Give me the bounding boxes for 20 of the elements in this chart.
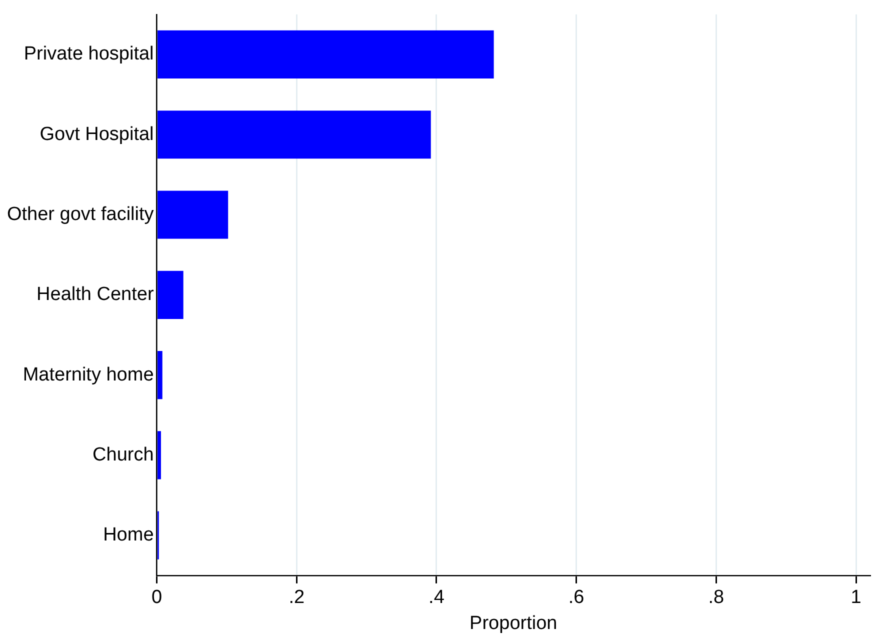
y-tick-label: Home — [103, 524, 154, 546]
bar — [158, 270, 184, 319]
y-tick-label: Private hospital — [24, 44, 154, 65]
bar — [158, 431, 161, 480]
x-axis-title: Proportion — [470, 612, 558, 634]
y-tick-label: Maternity home — [22, 364, 154, 386]
y-tick-label: Govt Hospital — [40, 124, 154, 145]
bar — [158, 190, 228, 239]
bar — [158, 110, 431, 159]
y-tick-label: Health Center — [36, 284, 154, 306]
x-tick-label: 1 — [850, 587, 862, 608]
x-tick-label: .8 — [708, 587, 724, 608]
bar — [158, 351, 162, 400]
x-tick-label: .4 — [428, 587, 445, 608]
x-tick-label: .2 — [288, 587, 305, 608]
y-tick-label: Church — [92, 444, 154, 466]
x-tick-label: .6 — [568, 587, 584, 608]
bar — [158, 30, 494, 79]
x-tick-label: 0 — [151, 587, 162, 608]
y-tick-label: Other govt facility — [6, 204, 154, 225]
